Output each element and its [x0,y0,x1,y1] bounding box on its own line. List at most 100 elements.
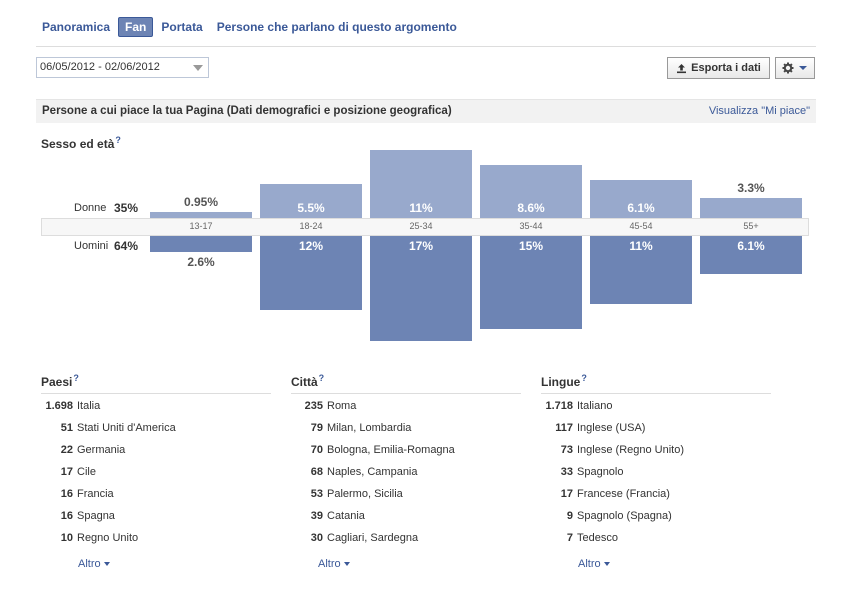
female-bar[interactable] [150,212,252,218]
list-item: 22 Germania [41,439,271,461]
country-name: Stati Uniti d'America [77,422,176,434]
list-item: 9 Spagnolo (Spagna) [541,505,771,527]
female-value-label: 8.6% [517,201,545,215]
help-icon[interactable]: ? [115,135,121,145]
male-bar[interactable] [370,236,472,342]
count: 39 [310,510,323,522]
languages-list: Lingue? 1.718 Italiano 117 Inglese (USA) 7… [541,373,771,549]
help-icon[interactable]: ? [581,373,587,383]
count: 30 [310,532,323,544]
settings-menu-button[interactable] [775,57,815,79]
list-item: 117 Inglese (USA) [541,417,771,439]
city-name: Catania [327,510,365,522]
language-name: Inglese (USA) [577,422,646,434]
female-bar[interactable] [700,197,802,218]
men-percent: 64% [114,239,139,253]
cities-list: Città? 235 Roma 79 Milan, Lombardia 70 Bolo… [291,373,521,549]
count: 117 [555,422,573,434]
help-icon[interactable]: ? [73,373,79,383]
cities-title: Città [291,375,318,389]
female-bar[interactable] [480,164,582,218]
country-name: Spagna [77,510,115,522]
age-tick-label: 55+ [743,221,759,231]
female-bar[interactable] [370,149,472,218]
male-value-label: 2.6% [187,255,215,270]
tab-bar: Panoramica Fan Portata Persone che parla… [36,16,465,38]
male-bar[interactable] [260,236,362,311]
chevron-down-icon [799,66,807,70]
count: 17 [60,466,73,478]
women-percent: 35% [114,201,139,215]
city-name: Palermo, Sicilia [327,488,403,500]
list-item: 51 Stati Uniti d'America [41,417,271,439]
list-item: 68 Naples, Campania [291,461,521,483]
demographics-title: Sesso ed età? [41,135,121,151]
tab-portata[interactable]: Portata [161,20,203,34]
male-value-label: 17% [408,239,434,253]
view-likes-link[interactable]: Visualizza "Mi piace" [708,105,810,117]
export-button[interactable]: Esporta i dati [667,57,770,79]
list-item: 53 Palermo, Sicilia [291,483,521,505]
more-label: Altro [578,558,601,570]
list-item: 30 Cagliari, Sardegna [291,527,521,549]
gear-icon [782,62,794,74]
upload-icon [677,63,687,73]
tab-persone-che-parlano[interactable]: Persone che parlano di questo argomento [216,20,457,34]
country-name: Germania [77,444,126,456]
count: 1.718 [545,400,573,412]
list-item: 17 Francese (Francia) [541,483,771,505]
count: 79 [310,422,323,434]
list-item: 7 Tedesco [541,527,771,549]
languages-header: Lingue? [541,373,771,394]
list-item: 79 Milan, Lombardia [291,417,521,439]
language-name: Spagnolo (Spagna) [577,510,672,522]
countries-more-link[interactable]: Altro [78,558,110,570]
city-name: Bologna, Emilia-Romagna [327,444,455,456]
age-tick-label: 13-17 [189,221,213,231]
country-name: Regno Unito [77,532,139,544]
list-item: 1.698 Italia [41,395,271,417]
count: 17 [560,488,573,500]
tab-fan[interactable]: Fan [118,17,154,37]
cities-more-link[interactable]: Altro [318,558,350,570]
tab-panoramica[interactable]: Panoramica [42,20,111,34]
count: 9 [566,510,573,522]
help-icon[interactable]: ? [318,373,325,383]
count: 53 [310,488,323,500]
more-label: Altro [318,558,341,570]
male-bar[interactable] [480,236,582,329]
male-bar[interactable] [150,236,252,253]
country-name: Cile [77,466,96,478]
age-tick-label: 25-34 [409,221,433,231]
more-label: Altro [78,558,101,570]
count: 7 [566,532,573,544]
caret-down-icon [343,562,350,567]
male-bar[interactable] [700,236,802,274]
male-value-label: 12% [298,239,324,253]
city-name: Milan, Lombardia [327,422,412,434]
male-bar[interactable] [590,236,692,305]
countries-title: Paesi [41,375,73,389]
language-name: Inglese (Regno Unito) [577,444,685,456]
count: 22 [60,444,73,456]
female-value-label: 0.95% [183,195,219,210]
language-name: Francese (Francia) [577,488,670,500]
date-range-select[interactable]: 06/05/2012 - 02/06/2012 [36,57,209,78]
country-name: Francia [77,488,114,500]
city-name: Naples, Campania [327,466,418,478]
female-value-label: 6.1% [627,201,655,215]
list-item: 39 Catania [291,505,521,527]
languages-more-link[interactable]: Altro [578,558,610,570]
count: 73 [560,444,573,456]
list-item: 1.718 Italiano [541,395,771,417]
date-range-value: 06/05/2012 - 02/06/2012 [40,61,160,73]
women-label: Donne [74,202,107,214]
demographics-title-text: Sesso ed età [41,137,115,151]
count: 68 [310,466,323,478]
caret-down-icon [603,562,610,567]
list-item: 235 Roma [291,395,521,417]
female-bar[interactable] [590,180,692,218]
section-header: Persone a cui piace la tua Pagina (Dati … [36,99,816,123]
female-bar[interactable] [260,183,362,218]
country-name: Italia [77,400,101,412]
